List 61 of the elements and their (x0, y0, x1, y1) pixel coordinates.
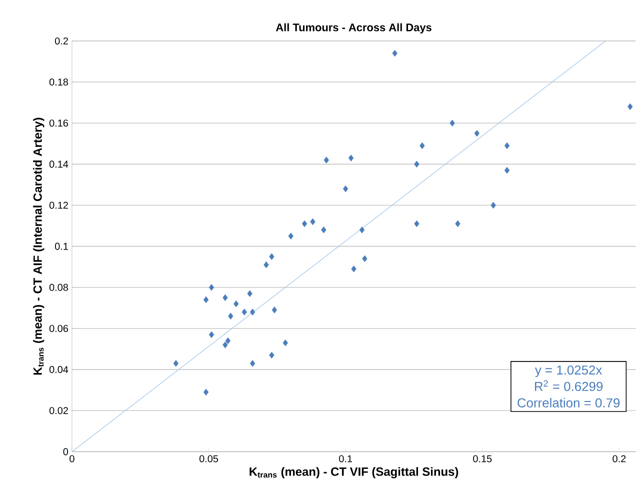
y-tick-label: 0.08 (49, 284, 68, 292)
annotation: R$^{2}$ = 0.6299 (535, 380, 603, 392)
point (173, 360, 179, 367)
point (269, 352, 274, 359)
point (282, 340, 288, 346)
point (222, 294, 228, 302)
point (222, 342, 228, 348)
y-axis-title: K$_{trans}$ (mean) - CT AIF (Internal Carotid Artery) (33, 118, 44, 375)
point (474, 130, 480, 137)
y-tick-label: 0.14 (49, 160, 68, 168)
x-tick-label: 0.05 (199, 455, 218, 462)
point (264, 262, 269, 268)
y-tick-label: 0.16 (49, 120, 68, 127)
x-tick-label: 0.2 (612, 455, 626, 462)
y-tick-label: 0.18 (49, 78, 68, 86)
annotation: Correlation = 0.79 (518, 398, 620, 408)
point (414, 160, 420, 168)
point (242, 308, 247, 316)
point (321, 226, 326, 234)
point (208, 284, 214, 291)
point (203, 296, 209, 304)
point (208, 331, 214, 338)
point (225, 338, 231, 344)
annotation: y = 1.0252x (534, 366, 602, 378)
point (247, 290, 252, 298)
point (342, 186, 348, 192)
point (269, 253, 274, 260)
point (490, 202, 496, 209)
y-tick-label: 0.12 (49, 202, 68, 209)
point (272, 306, 278, 314)
point (250, 360, 256, 367)
y-tick-label: 0 (63, 448, 68, 456)
x-tick-label: 0 (70, 455, 74, 462)
point (414, 220, 420, 228)
y-tick-label: 0.2 (54, 38, 68, 45)
y-tick-label: 0.04 (49, 366, 68, 374)
point (359, 226, 365, 234)
point (288, 232, 294, 240)
point (348, 154, 354, 162)
x-tick-label: 0.1 (339, 455, 352, 462)
point (310, 218, 316, 226)
y-tick-label: 0.1 (54, 242, 68, 250)
y-tick-label: 0.06 (49, 325, 68, 332)
point (234, 300, 239, 308)
point (362, 255, 368, 262)
point (450, 120, 455, 127)
x-axis-title: K$_{trans}$ (mean) - CT VIF (Sagittal Sinus) (250, 467, 458, 478)
x-tick-label: 0.15 (473, 455, 492, 462)
point (420, 142, 425, 150)
point (455, 220, 460, 228)
point (324, 156, 330, 164)
point (351, 266, 356, 272)
point (504, 167, 510, 174)
point (504, 142, 510, 150)
chart-title: All Tumours - Across All Days (276, 23, 432, 34)
point (203, 388, 209, 396)
y-tick-label: 0.02 (49, 407, 68, 414)
point (392, 50, 398, 57)
point (228, 312, 234, 320)
point (302, 220, 308, 228)
point (250, 308, 256, 316)
